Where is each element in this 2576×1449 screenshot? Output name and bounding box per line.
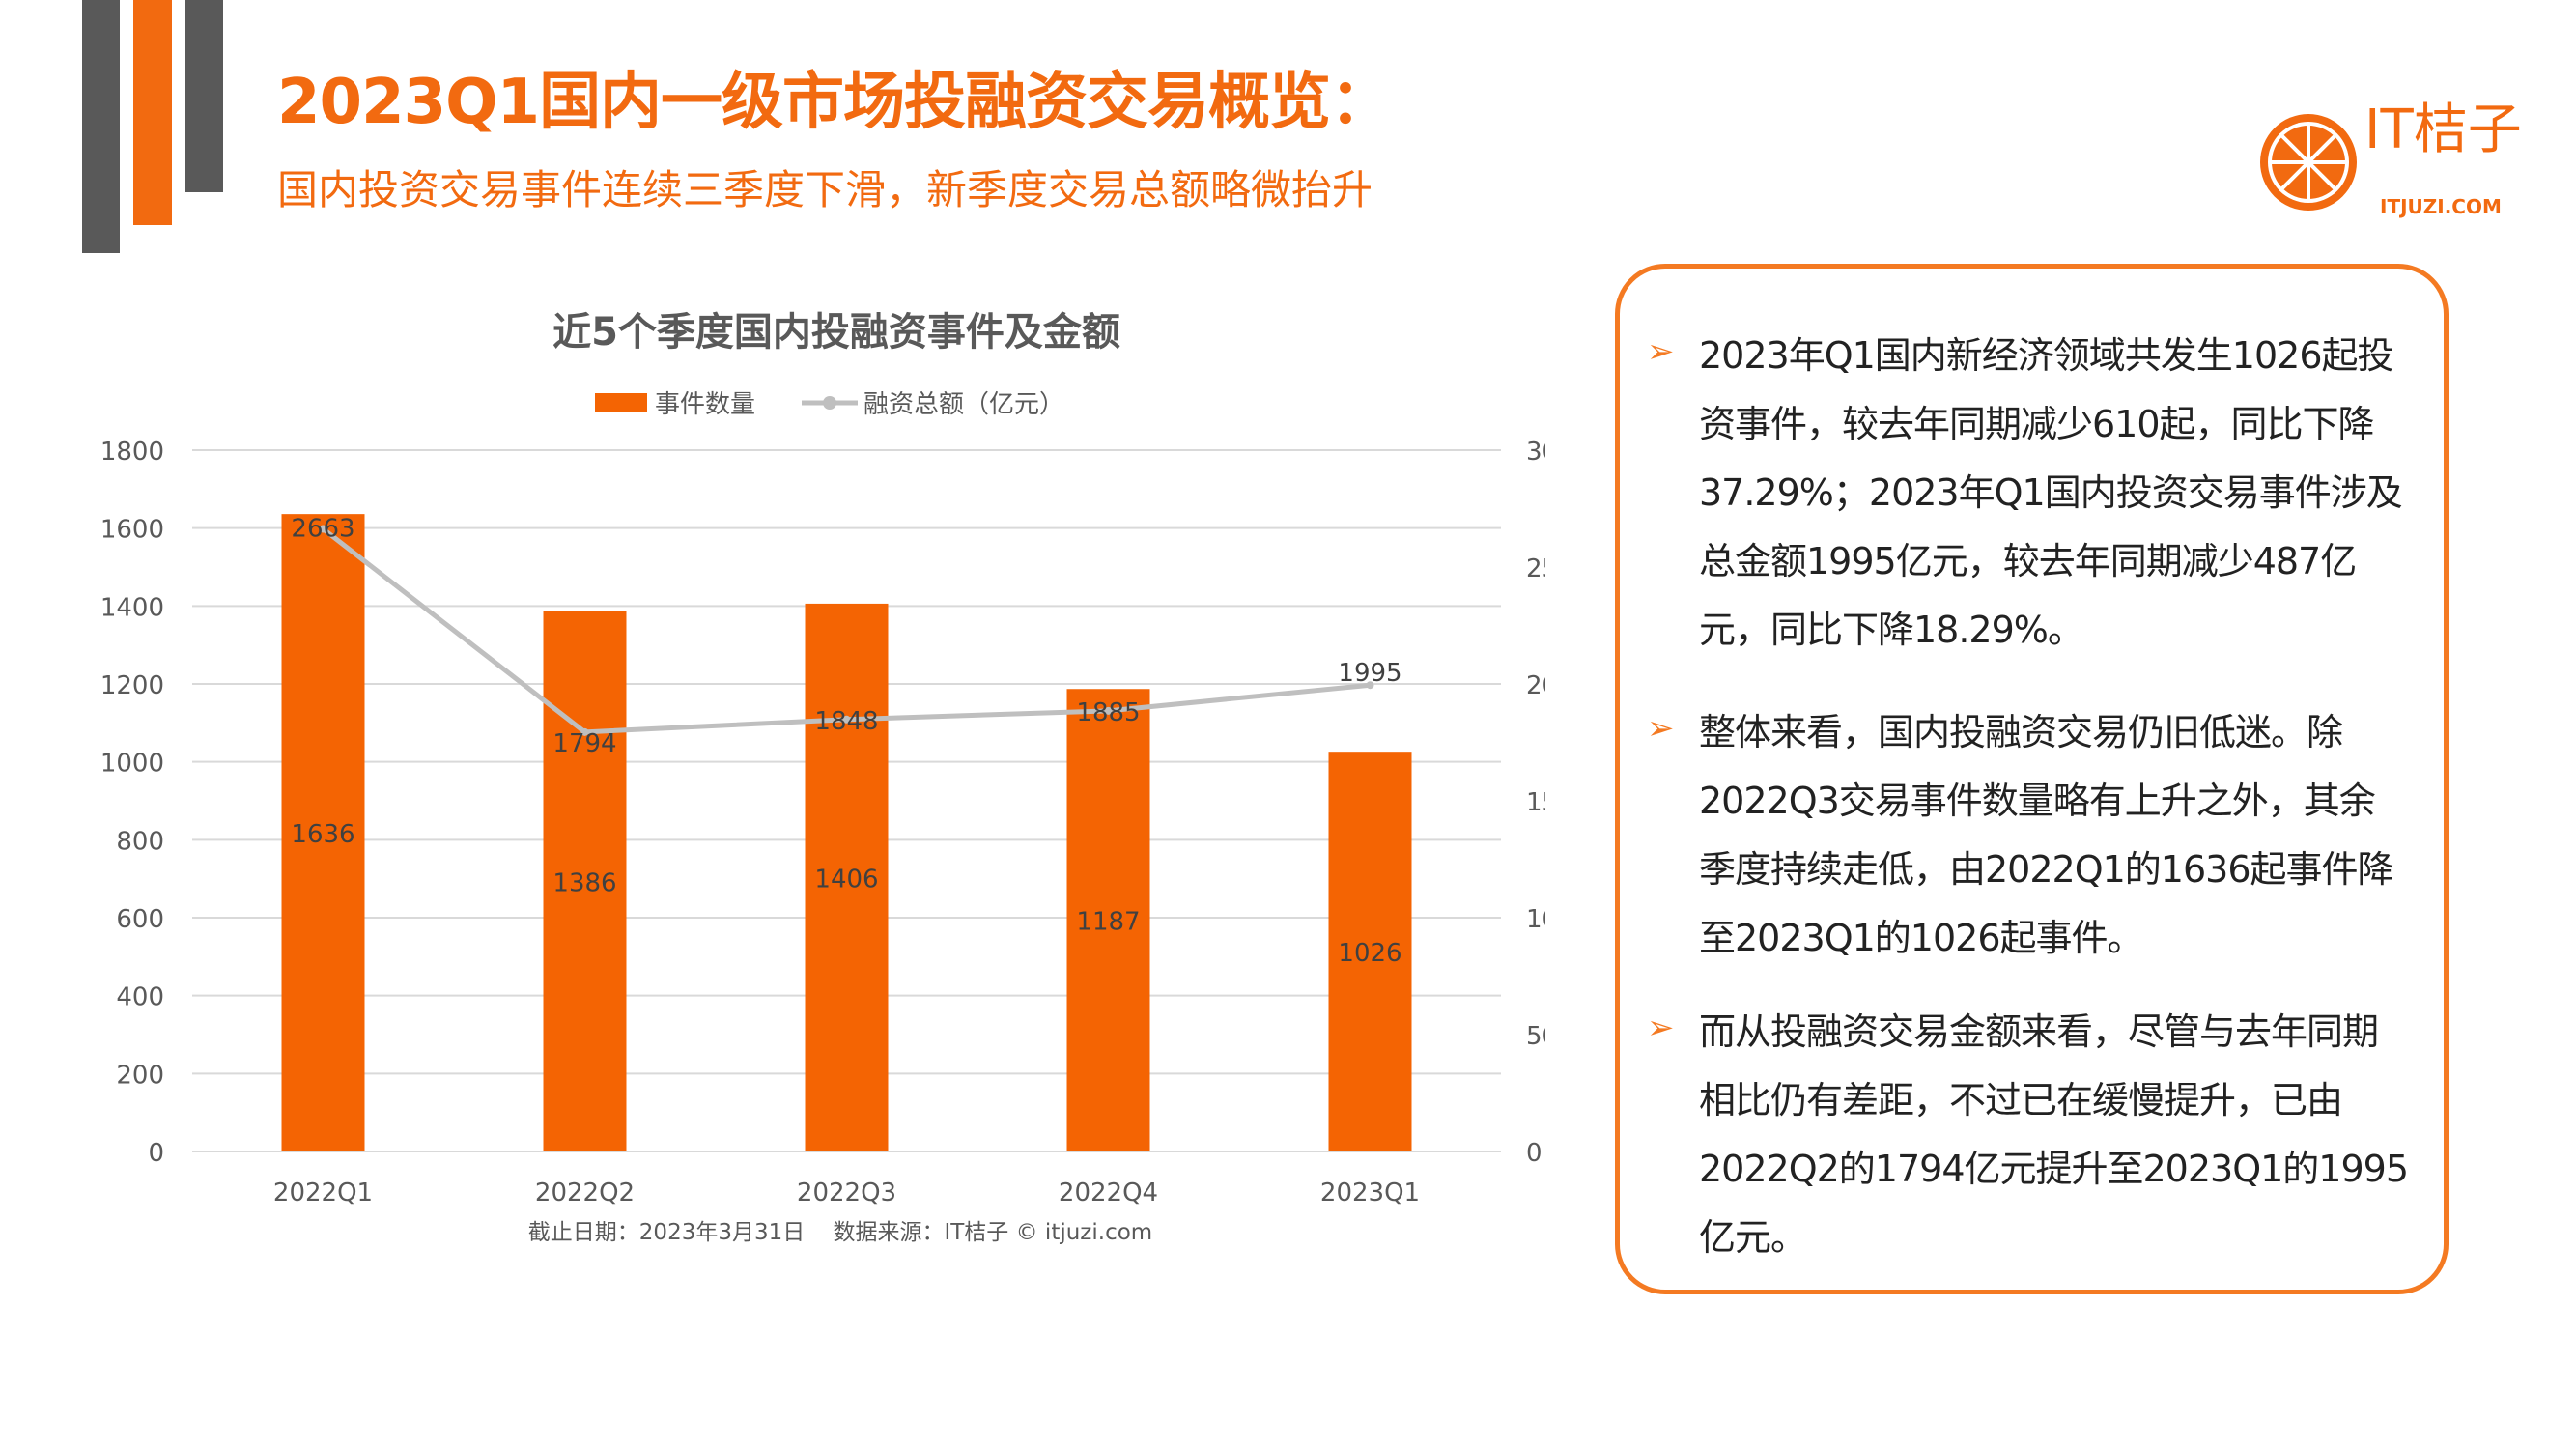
text-line: 2022Q3交易事件数量略有上升之外，其余: [1699, 780, 2376, 822]
y-right-tick: 1500: [1526, 788, 1545, 817]
y-left-tick: 800: [116, 827, 164, 856]
x-tick: 2022Q1: [273, 1179, 373, 1208]
bar-2023Q1: [1328, 752, 1412, 1151]
page-subtitle: 国内投资交易事件连续三季度下滑，新季度交易总额略微抬升: [277, 166, 1373, 213]
summary-box: ➢ 2023年Q1国内新经济领域共发生1026起投 资事件，较去年同期减少610起，…: [1615, 264, 2449, 1294]
line-label: 1995: [1338, 659, 1401, 688]
page-title: 2023Q1国内一级市场投融资交易概览：: [277, 67, 1392, 138]
text-line: 总金额1995亿元，较去年同期减少487亿: [1699, 540, 2357, 582]
logo-text: IT桔子: [2364, 99, 2522, 161]
y-left-tick: 1600: [100, 516, 164, 545]
text-line: 2022Q2的1794亿元提升至2023Q1的1995: [1699, 1148, 2409, 1190]
y-right-tick: 1000: [1526, 905, 1545, 934]
decor-bar-orange: [133, 0, 172, 225]
arrow-right-icon: ➢: [1647, 332, 1675, 371]
y-left-tick: 200: [116, 1061, 164, 1090]
text-line: 元，同比下降18.29%。: [1699, 609, 2084, 651]
x-tick: 2022Q3: [797, 1179, 896, 1208]
y-left-tick: 400: [116, 983, 164, 1012]
bar-2022Q2: [543, 611, 627, 1151]
line-point-2022Q2: [580, 727, 589, 736]
decor-bar-grey-2: [185, 0, 223, 192]
bar-label: 1386: [552, 868, 616, 897]
line-point-2023Q1: [1366, 681, 1374, 690]
y-left-tick: 1400: [100, 593, 164, 622]
bar-label: 1187: [1076, 908, 1140, 937]
decor-bar-grey-1: [82, 0, 120, 253]
y-left-tick: 600: [116, 905, 164, 934]
y-right-tick: 0: [1526, 1139, 1543, 1168]
paragraph-text: 2023年Q1国内新经济领域共发生1026起投 资事件，较去年同期减少610起，同…: [1699, 322, 2403, 665]
y-left-tick: 1200: [100, 671, 164, 700]
text-line: 季度持续走低，由2022Q1的1636起事件降: [1699, 848, 2394, 891]
text-line: 2023年Q1国内新经济领域共发生1026起投: [1699, 334, 2394, 377]
line-label: 1885: [1076, 698, 1140, 727]
y-right-tick: 2000: [1526, 671, 1545, 700]
text-line: 相比仍有差距，不过已在缓慢提升，已由: [1699, 1079, 2343, 1122]
arrow-right-icon: ➢: [1647, 709, 1675, 748]
y-left-tick: 1800: [100, 438, 164, 467]
text-line: 资事件，较去年同期减少610起，同比下降: [1699, 403, 2375, 445]
y-left-tick: 0: [148, 1139, 164, 1168]
line-point-2022Q4: [1104, 706, 1113, 715]
logo-domain: ITJUZI.COM: [2380, 195, 2502, 218]
bar-label: 1636: [291, 820, 354, 849]
paragraph-text: 整体来看，国内投融资交易仍旧低迷。除 2022Q3交易事件数量略有上升之外，其余季…: [1699, 698, 2394, 973]
line-label: 1848: [814, 707, 878, 736]
x-tick: 2022Q4: [1059, 1179, 1158, 1208]
arrow-right-icon: ➢: [1647, 1009, 1675, 1047]
bar-2022Q3: [805, 603, 889, 1151]
itjuzi-logo: IT桔子 ITJUZI.COM: [2256, 97, 2546, 228]
legend-label-events: 事件数量: [655, 390, 755, 419]
line-label: 2663: [291, 515, 354, 544]
bar-label: 1406: [814, 865, 878, 894]
text-line: 至2023Q1的1026起事件。: [1699, 917, 2144, 959]
legend-line-marker: [823, 396, 836, 410]
bar-2022Q1: [281, 514, 365, 1151]
text-line: 37.29%；2023年Q1国内投资交易事件涉及: [1699, 471, 2403, 514]
chart-footnote: 截止日期：2023年3月31日 数据来源：IT桔子 © itjuzi.com: [528, 1220, 1152, 1245]
orange-slice-icon: [2260, 114, 2357, 211]
y-right-tick: 2500: [1526, 554, 1545, 583]
x-tick: 2022Q2: [535, 1179, 635, 1208]
line-point-2022Q1: [319, 525, 327, 533]
text-line: 整体来看，国内投融资交易仍旧低迷。除: [1699, 711, 2343, 753]
x-tick: 2023Q1: [1320, 1179, 1420, 1208]
line-label: 1794: [552, 729, 616, 758]
legend-label-amount: 融资总额（亿元）: [863, 390, 1064, 419]
line-point-2022Q3: [842, 715, 851, 724]
bar-2022Q4: [1066, 689, 1150, 1151]
paragraph-text: 而从投融资交易金额来看，尽管与去年同期 相比仍有差距，不过已在缓慢提升，已由 202…: [1699, 998, 2409, 1272]
y-right-tick: 500: [1526, 1022, 1545, 1051]
chart-title: 近5个季度国内投融资事件及金额: [552, 310, 1120, 355]
text-line: 亿元。: [1699, 1216, 1807, 1259]
text-line: 而从投融资交易金额来看，尽管与去年同期: [1699, 1010, 2379, 1053]
bar-label: 1026: [1338, 939, 1401, 968]
legend-bar-swatch: [595, 393, 647, 412]
y-right-tick: 3000: [1526, 438, 1545, 467]
y-left-tick: 1000: [100, 750, 164, 779]
